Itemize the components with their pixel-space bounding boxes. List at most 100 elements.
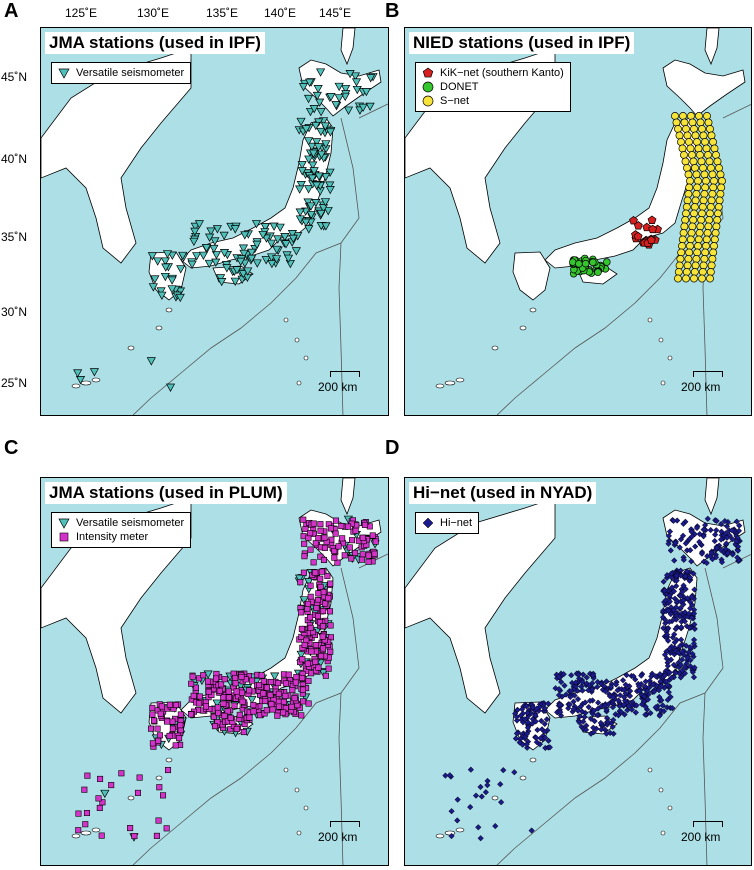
station-marker (733, 518, 740, 525)
station-marker (319, 633, 326, 640)
station-marker (672, 118, 681, 127)
station-marker (95, 795, 102, 802)
island (529, 757, 537, 763)
station-marker (678, 144, 687, 153)
station-marker (454, 796, 461, 803)
legend-label: Hi−net (440, 517, 473, 529)
station-marker (610, 694, 617, 701)
station-marker (693, 524, 701, 532)
station-marker (562, 691, 570, 698)
station-marker (201, 244, 212, 253)
station-marker (467, 766, 475, 773)
station-marker (212, 699, 222, 708)
station-marker (282, 692, 289, 699)
station-marker (308, 670, 315, 677)
station-marker (332, 530, 339, 537)
station-marker (300, 516, 307, 523)
station-marker (679, 112, 687, 120)
station-marker (211, 723, 218, 730)
station-marker (345, 70, 355, 79)
station-marker (664, 681, 671, 689)
station-marker (301, 540, 308, 547)
station-marker (700, 255, 709, 263)
station-marker (663, 655, 670, 662)
station-marker (230, 225, 240, 234)
station-marker (162, 250, 173, 259)
station-marker (699, 196, 708, 205)
station-marker (275, 703, 282, 710)
station-marker (307, 142, 317, 152)
station-marker (231, 702, 238, 709)
station-marker (676, 544, 683, 551)
station-marker (652, 704, 659, 711)
station-marker (305, 677, 312, 684)
landmass-sakhalin (340, 28, 356, 66)
legend-item: Intensity meter (58, 530, 184, 544)
station-marker (320, 623, 327, 630)
station-marker (270, 672, 280, 681)
station-marker (710, 177, 718, 185)
station-marker (127, 825, 134, 832)
station-marker (484, 782, 491, 789)
station-marker (700, 170, 709, 179)
station-marker (156, 287, 166, 296)
panel-letter-b: B (385, 0, 400, 22)
island (71, 383, 81, 389)
station-marker (96, 804, 103, 811)
station-marker (320, 556, 327, 564)
station-marker (512, 735, 520, 742)
station-marker (189, 237, 199, 247)
station-marker (166, 701, 173, 708)
station-marker (572, 679, 579, 686)
station-marker (716, 170, 725, 179)
station-marker (681, 609, 689, 616)
station-marker (546, 744, 553, 751)
station-marker (680, 520, 687, 527)
station-marker (346, 544, 353, 551)
station-marker (555, 685, 563, 693)
station-marker (308, 161, 318, 170)
station-marker (339, 535, 346, 542)
station-marker (307, 582, 314, 589)
station-marker (215, 709, 222, 716)
station-marker (630, 673, 637, 680)
station-marker (688, 558, 695, 565)
station-marker (341, 84, 351, 94)
station-marker (717, 183, 726, 192)
station-marker (518, 706, 526, 713)
station-marker (295, 185, 305, 194)
station-marker (238, 673, 245, 680)
station-marker (312, 138, 322, 147)
station-marker (678, 235, 687, 244)
station-marker (323, 207, 333, 216)
station-marker (681, 663, 689, 671)
station-marker (448, 808, 455, 815)
station-marker (149, 711, 156, 718)
station-marker (365, 558, 372, 565)
station-marker (212, 675, 220, 682)
station-marker (252, 240, 262, 250)
island (435, 383, 445, 389)
station-marker (175, 293, 185, 303)
station-marker (524, 724, 532, 731)
station-marker (606, 729, 614, 737)
station-marker (267, 260, 277, 269)
station-marker (674, 268, 683, 276)
legend-item: Hi−net (422, 516, 472, 530)
legend-item: Versatile seismometer (58, 66, 184, 80)
station-marker (575, 671, 582, 678)
station-marker (647, 709, 654, 717)
station-marker (312, 181, 322, 190)
station-marker (250, 702, 257, 709)
island (80, 830, 92, 836)
station-marker (359, 534, 366, 541)
station-marker (528, 827, 535, 834)
station-marker (316, 209, 326, 219)
station-marker (523, 730, 531, 738)
station-marker (158, 703, 165, 710)
station-marker (671, 639, 678, 646)
station-marker (633, 221, 643, 230)
station-marker (532, 712, 539, 719)
station-marker (578, 683, 585, 690)
scale-bar-line (330, 371, 360, 377)
